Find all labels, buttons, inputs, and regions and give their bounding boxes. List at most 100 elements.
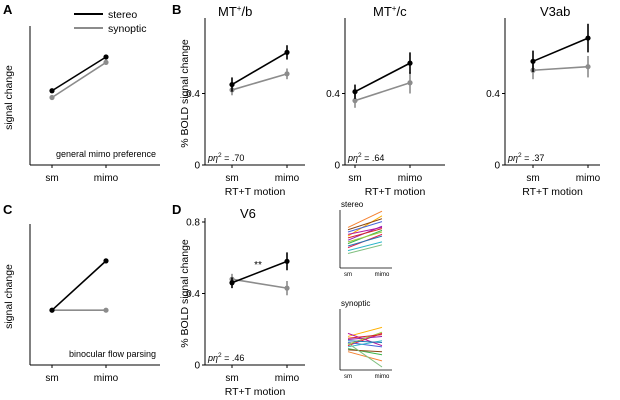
x-tick-label: mimo (576, 173, 601, 184)
subject-line (347, 342, 383, 368)
panel-label-A: A (3, 2, 13, 17)
x-tick-label: sm (45, 373, 58, 384)
subject-line (347, 342, 383, 348)
stereo-point (103, 54, 109, 60)
subject-line (347, 349, 383, 353)
subject-line (347, 351, 383, 362)
y-tick-label: 0.8 (186, 218, 200, 229)
y-tick-label: 0 (334, 161, 340, 172)
x-tick-label: mimo (94, 373, 119, 384)
annotation-label: general mimo preference (56, 149, 156, 159)
subject-line (347, 244, 383, 254)
subject-line (347, 221, 383, 233)
y-tick-label: 0.4 (186, 289, 200, 300)
stereo-point (407, 60, 413, 66)
stereo-series-line (51, 260, 107, 311)
synoptic-point (103, 307, 109, 313)
y-tick-label: 0.4 (486, 89, 500, 100)
stereo-point (284, 258, 290, 264)
y-axis-label: % BOLD signal change (179, 239, 191, 348)
legend-stereo-label: stereo (108, 9, 137, 21)
inset-x-tick-label: sm (344, 272, 352, 278)
x-tick-label: mimo (275, 173, 300, 184)
stereo-point (49, 307, 55, 313)
stereo-series-line (231, 260, 288, 284)
panel-label-B: B (172, 2, 181, 17)
subject-line (347, 218, 383, 231)
stereo-point (49, 88, 55, 94)
y-tick-label: 0 (494, 161, 500, 172)
inset-x-tick-label: sm (344, 374, 352, 380)
y-tick-label: 0 (194, 361, 200, 372)
synoptic-series-line (231, 73, 288, 91)
stereo-point (229, 81, 235, 88)
y-axis-label: % BOLD signal change (179, 39, 191, 148)
y-axis-label: signal change (3, 264, 15, 329)
synoptic-point (103, 59, 109, 65)
panel-title: V3ab (540, 4, 570, 19)
subject-line (347, 348, 383, 356)
stereo-series-line (532, 37, 589, 63)
subject-line (347, 210, 383, 228)
stereo-point (530, 58, 536, 64)
inset-x-tick-label: mimo (375, 272, 390, 278)
x-axis-label: RT+T motion (225, 386, 286, 398)
panel-title: MT+/c (373, 4, 407, 19)
subject-line (347, 228, 383, 239)
subject-line (347, 340, 383, 348)
stereo-point (284, 49, 290, 55)
legend-synoptic-label: synoptic (108, 23, 147, 35)
x-tick-label: mimo (275, 373, 300, 384)
stereo-point (103, 258, 109, 264)
panel-title: V6 (240, 206, 256, 221)
y-tick-label: 0.4 (186, 89, 200, 100)
subject-line (347, 331, 383, 345)
x-axis-label: RT+T motion (522, 186, 583, 198)
effect-size-label: pη2 = .37 (507, 152, 544, 163)
y-tick-label: 0.4 (326, 89, 340, 100)
stereo-point (229, 280, 235, 286)
subject-line (347, 241, 383, 252)
effect-size-label: pη2 = .46 (207, 352, 244, 363)
synoptic-point (284, 285, 290, 291)
subject-line (347, 332, 383, 347)
synoptic-series-line (532, 65, 589, 72)
subject-line (347, 334, 383, 339)
y-tick-label: 0 (194, 161, 200, 172)
x-tick-label: mimo (94, 173, 119, 184)
effect-size-label: pη2 = .70 (207, 152, 244, 163)
synoptic-series-line (354, 82, 411, 102)
stereo-series-line (51, 56, 107, 92)
significance-marker: ** (254, 260, 262, 271)
inset-x-tick-label: mimo (375, 374, 390, 380)
x-axis-label: RT+T motion (365, 186, 426, 198)
y-axis-label: signal change (3, 65, 15, 130)
inset-title: stereo (341, 200, 364, 209)
x-tick-label: sm (225, 373, 238, 384)
synoptic-point (407, 80, 413, 86)
panel-label-D: D (172, 202, 181, 217)
stereo-point (585, 35, 591, 41)
subject-line (347, 231, 383, 243)
synoptic-series-line (231, 278, 288, 289)
subject-line (347, 235, 383, 247)
synoptic-point (585, 64, 591, 70)
synoptic-point (284, 71, 290, 77)
x-axis-label: RT+T motion (225, 186, 286, 198)
x-tick-label: sm (225, 173, 238, 184)
effect-size-label: pη2 = .64 (347, 152, 384, 163)
panel-title: MT+/b (218, 4, 252, 19)
subject-line (347, 340, 383, 344)
subject-line (347, 226, 383, 235)
stereo-series-line (354, 62, 411, 93)
x-tick-label: sm (348, 173, 361, 184)
inset-title: synoptic (341, 299, 370, 308)
x-tick-label: mimo (398, 173, 423, 184)
x-tick-label: sm (45, 173, 58, 184)
synoptic-series-line (51, 61, 107, 99)
synoptic-point (352, 98, 358, 104)
annotation-label: binocular flow parsing (69, 349, 156, 359)
panel-label-C: C (3, 202, 13, 217)
x-tick-label: sm (526, 173, 539, 184)
